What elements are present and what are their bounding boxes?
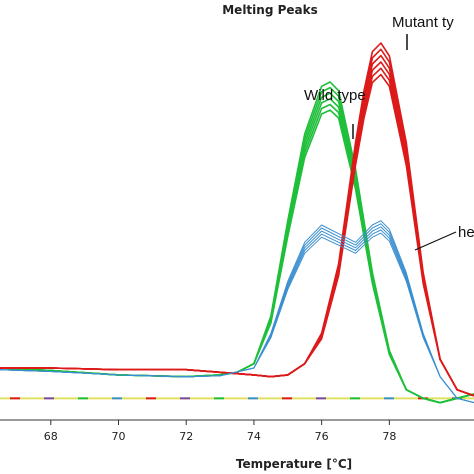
series-line-mutant-type (0, 42, 474, 397)
series-line-heterozygote (0, 223, 474, 404)
annotation-wild-type: Wild type (304, 87, 366, 104)
x-axis-label: Temperature [°C] (236, 457, 352, 471)
x-tick-label: 68 (44, 430, 58, 443)
series-line-wild-type (0, 109, 474, 404)
chart-title: Melting Peaks (222, 3, 318, 17)
x-tick-label: 70 (112, 430, 126, 443)
series-line-heterozygote (0, 232, 474, 404)
series-line-heterozygote (0, 226, 474, 404)
plot-lines (0, 42, 474, 404)
series-line-mutant-type (0, 61, 474, 397)
x-axis: 68 70 72 74 76 78 (0, 419, 474, 443)
series-line-heterozygote (0, 229, 474, 404)
annotation-mutant-type: Mutant ty (392, 14, 454, 31)
series-line-mutant-type (0, 54, 474, 397)
x-tick-label: 78 (382, 430, 396, 443)
annotation-heterozygote-pointer (414, 231, 457, 251)
series-line-mutant-type (0, 67, 474, 397)
series-line-mutant-type (0, 73, 474, 397)
x-tick-label: 72 (179, 430, 193, 443)
annotation-heterozygote: he (458, 224, 474, 241)
x-tick-label: 76 (315, 430, 329, 443)
series-line-mutant-type (0, 48, 474, 397)
x-tick-label: 74 (247, 430, 261, 443)
series-line-heterozygote (0, 220, 474, 404)
